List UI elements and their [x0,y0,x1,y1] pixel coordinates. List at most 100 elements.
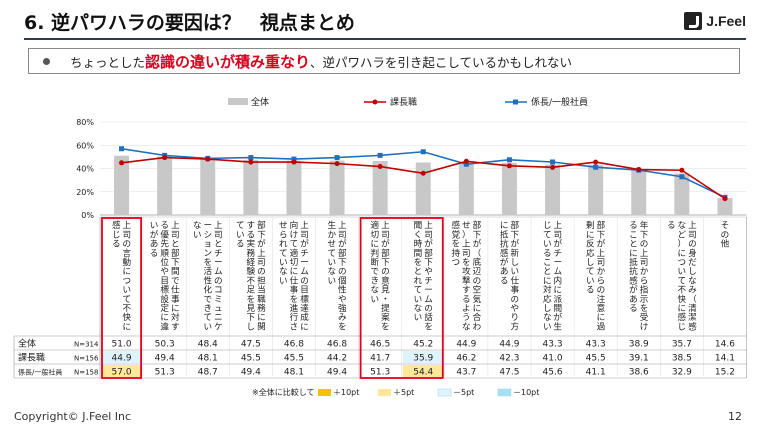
category-char: を [203,257,212,268]
category-char: い [414,313,423,323]
category-char: の [510,295,519,305]
category-char: あ [629,294,638,305]
summary-post: 、逆パワハラを引き起こしているかもしれない [310,54,573,70]
page-number: 12 [728,410,742,423]
category-char: 司 [171,229,180,240]
category-char: 違 [160,320,169,332]
summary-box: ちょっとした 認識の違いが積み重なり 、逆パワハラを引き起こしているかもしれない [28,48,740,74]
category-char: 仕 [290,274,299,286]
category-char: 生 [327,219,336,231]
table-row-n: N=156 [74,355,99,363]
category-char: 活 [203,265,212,277]
table-legend-label: －10pt [513,388,539,397]
category-char: こ [543,258,552,268]
category-char: の [300,276,309,286]
table-cell: 43.7 [456,368,476,378]
category-char: 気 [473,293,482,305]
table-cell: 14.6 [715,340,735,350]
point-staff [334,155,340,161]
category-char: か [640,266,649,277]
category-char: や [510,303,519,314]
category-char: ョ [203,240,212,250]
table-legend-swatch [437,388,452,397]
category-char: る [500,275,509,286]
category-char: る [586,285,595,296]
category-char: 部 [257,219,266,231]
category-char: 司 [554,229,563,240]
category-char: 感 [112,219,121,231]
category-char: 設 [160,293,169,305]
table-cell: 44.9 [456,340,476,350]
category-char: じ [678,321,687,332]
point-staff [506,157,512,163]
category-char: 司 [338,229,347,240]
category-char: ミ [214,295,223,305]
table-row-label: 係長/一般社員 [18,368,62,377]
category-char: し [510,257,519,268]
category-char: な [193,220,202,231]
category-char: 空 [473,284,482,296]
bar-overall [329,160,345,215]
category-char: 攻 [462,265,471,277]
category-char: 験 [247,265,256,277]
category-char: に [123,321,132,332]
category-char: が [257,238,266,250]
category-char: し [543,303,552,314]
category-char: て [543,230,552,240]
category-char: ） [462,229,471,240]
category-char: ら [640,275,649,286]
category-char: の [640,240,649,250]
category-char: る [543,248,552,259]
category-char: ー [203,221,212,231]
table-legend-swatch [318,389,331,396]
category-char: に [554,285,563,296]
category-label: その他 [721,220,730,249]
table-cell: 41.1 [586,368,606,378]
category-char: コ [214,286,223,296]
category-char: 司 [597,257,606,268]
category-char: ど [678,229,687,240]
category-char: を [247,294,256,305]
bar-overall [243,159,259,215]
category-char: 不 [123,303,132,314]
table-legend-label: ＋10pt [333,388,359,397]
category-char: 化 [203,284,212,296]
title-rule [24,38,746,40]
bar-overall [545,164,561,215]
category-char: 性 [203,274,212,286]
category-char: を [338,321,347,332]
category-char: 言 [123,247,132,259]
category-char: 司 [257,257,266,268]
category-char: 部 [510,219,519,231]
category-char: い [279,276,288,286]
category-char: 上 [462,239,471,250]
category-char: ー [424,286,433,296]
category-char: 撃 [462,274,471,286]
bar-overall [631,169,647,215]
category-char: 標 [160,284,169,296]
category-char: 達 [300,302,309,314]
category-char: 話 [424,311,433,323]
category-char: 上 [640,248,649,259]
table-cell: 38.6 [629,368,649,378]
category-char: の [688,240,697,250]
table-cell: 35.9 [413,354,433,364]
table-cell: 35.7 [672,340,692,350]
category-char: い [543,322,552,332]
category-char: 合 [473,311,482,323]
category-char: に [257,312,266,323]
point-staff [679,174,685,180]
category-char: ム [214,266,223,277]
point-staff [593,164,599,170]
table-row-n: N=314 [74,341,99,349]
category-char: に [123,266,132,277]
point-staff [377,152,383,158]
category-char: に [597,312,606,323]
category-char: を [424,321,433,332]
category-char: 下 [257,230,266,240]
table-cell: 51.3 [370,368,390,378]
